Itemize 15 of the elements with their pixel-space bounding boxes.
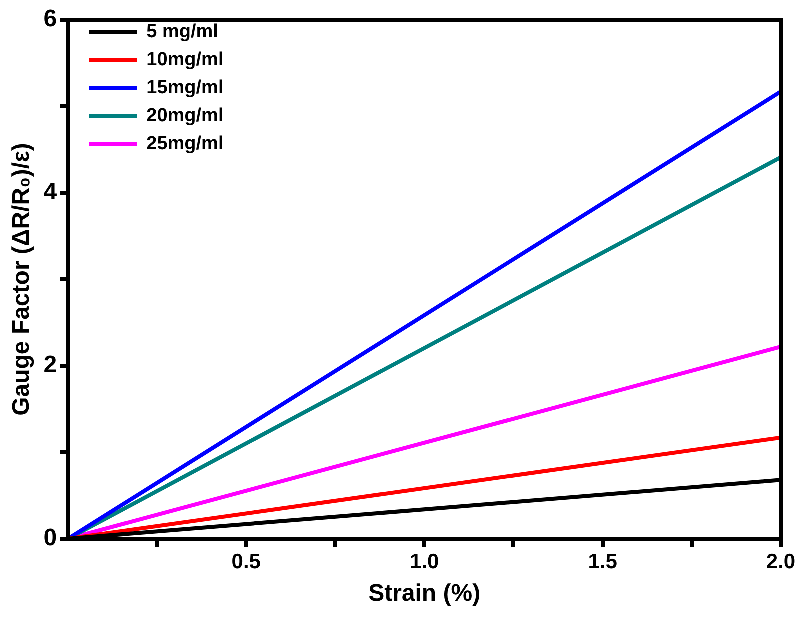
y-tick-label: 0 (44, 524, 58, 552)
x-tick-label: 1.5 (588, 550, 618, 574)
x-tick-label: 1.0 (410, 550, 440, 574)
y-axis-title: Gauge Factor (ΔR/R₀)/ε) (8, 143, 36, 416)
legend-label: 10mg/ml (146, 50, 224, 71)
x-tick-label: 0.5 (232, 550, 262, 574)
y-tick-label: 2 (44, 352, 58, 379)
legend-label: 5 mg/ml (146, 22, 218, 43)
legend-label: 25mg/ml (146, 134, 224, 155)
legend-label: 15mg/ml (146, 78, 224, 99)
legend-label: 20mg/ml (146, 106, 224, 127)
x-axis-title: Strain (%) (368, 580, 481, 608)
y-tick-label: 6 (44, 6, 58, 33)
y-tick-label: 4 (44, 178, 58, 206)
x-tick-label: 2.0 (766, 550, 796, 574)
